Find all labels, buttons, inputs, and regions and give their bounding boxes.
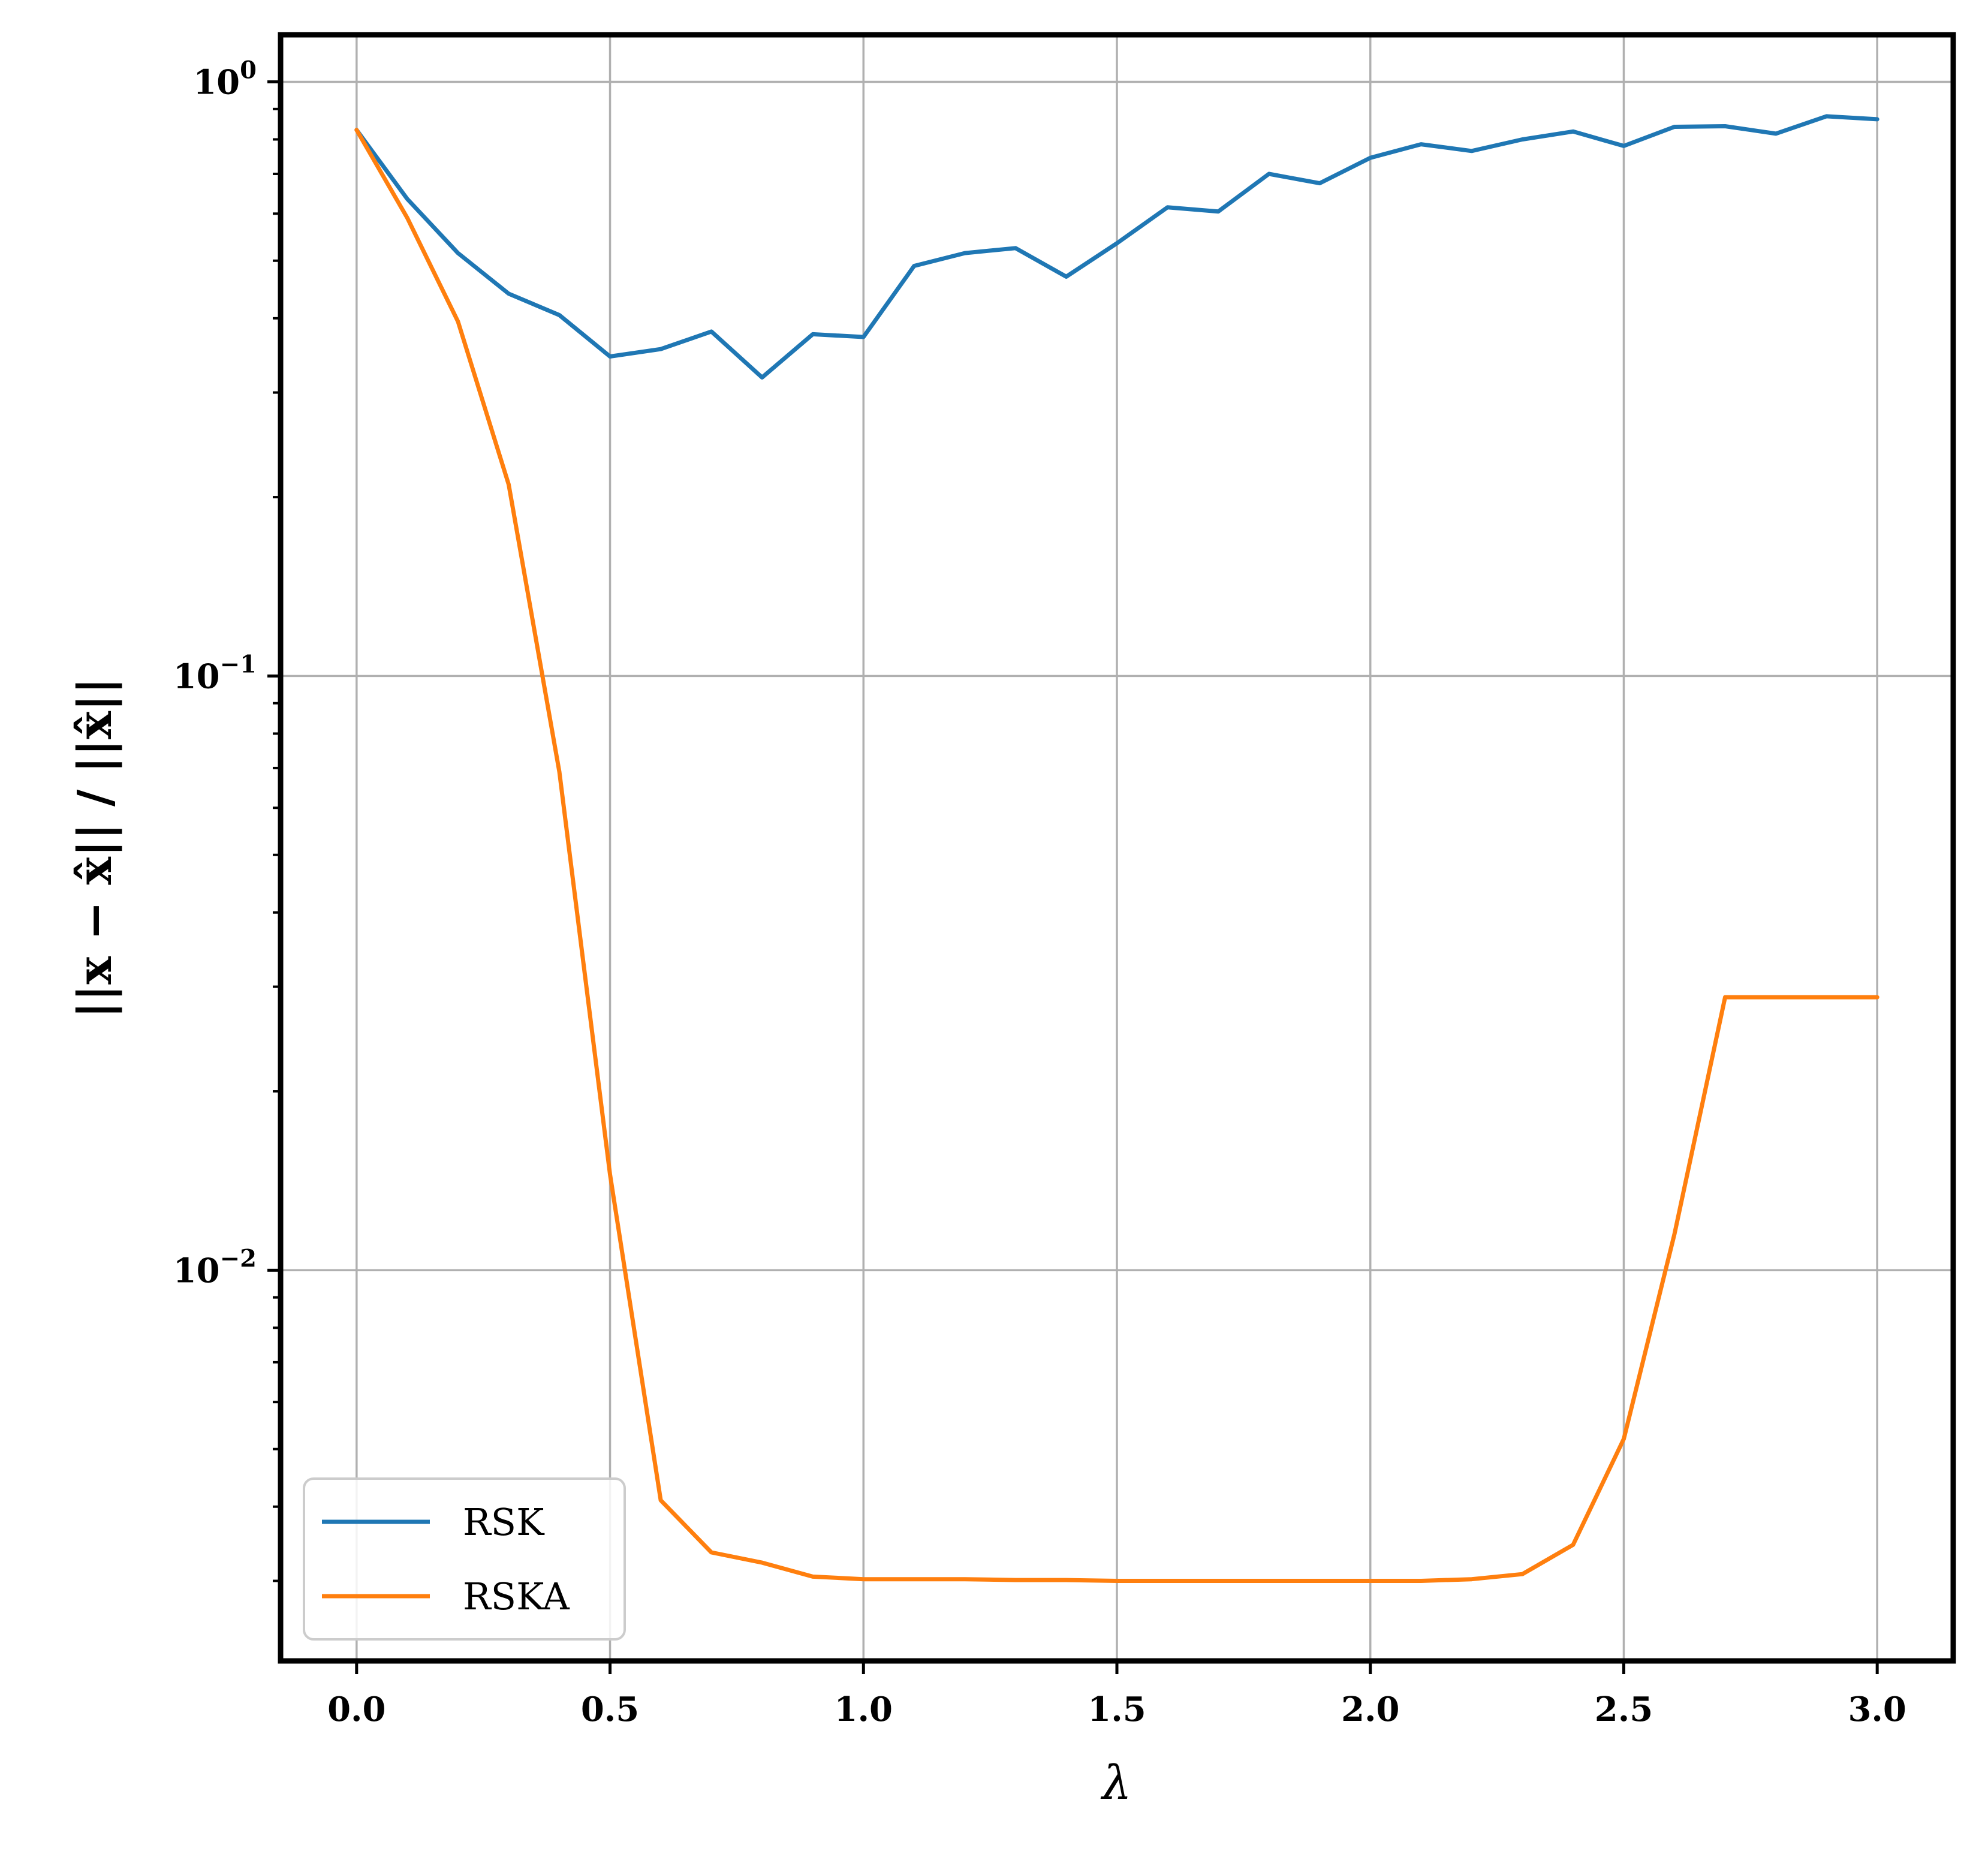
y-tick-base: 10 — [193, 62, 240, 102]
y-tick-exponent: −1 — [220, 650, 257, 678]
legend-box — [303, 1477, 626, 1641]
series-lines — [354, 114, 1879, 1583]
series-line-rska — [354, 128, 1879, 1583]
y-tick-base: 10 — [173, 1251, 220, 1290]
y-axis-label: ||x − x̂|| / ||x̂|| — [68, 678, 122, 1019]
x-tick-label: 0.5 — [581, 1690, 639, 1729]
y-tick-exponent: −2 — [220, 1244, 257, 1272]
x-tick-label: 3.0 — [1848, 1690, 1906, 1729]
x-tick-label: 1.5 — [1088, 1690, 1146, 1729]
y-tick-label: 100 — [193, 56, 257, 102]
x-axis-label: λ — [1100, 1756, 1131, 1810]
grid-lines — [281, 35, 1953, 1661]
x-tick-label: 0.0 — [327, 1690, 385, 1729]
x-tick-label: 2.0 — [1341, 1690, 1399, 1729]
y-tick-label: 10−1 — [173, 650, 257, 696]
legend-label-rska: RSKA — [463, 1575, 570, 1618]
y-tick-base: 10 — [173, 657, 220, 696]
x-axis-ticks: 0.0 0.5 1.0 1.5 2.0 2.5 3.0 — [327, 1661, 1906, 1729]
y-tick-label: 10−2 — [173, 1244, 257, 1290]
legend-label-rsk: RSK — [463, 1500, 545, 1544]
series-line-rsk — [354, 114, 1879, 380]
x-tick-label: 1.0 — [835, 1690, 893, 1729]
x-tick-label: 2.5 — [1595, 1690, 1653, 1729]
legend: RSK RSKA — [303, 1477, 626, 1641]
y-tick-exponent: 0 — [240, 56, 257, 84]
